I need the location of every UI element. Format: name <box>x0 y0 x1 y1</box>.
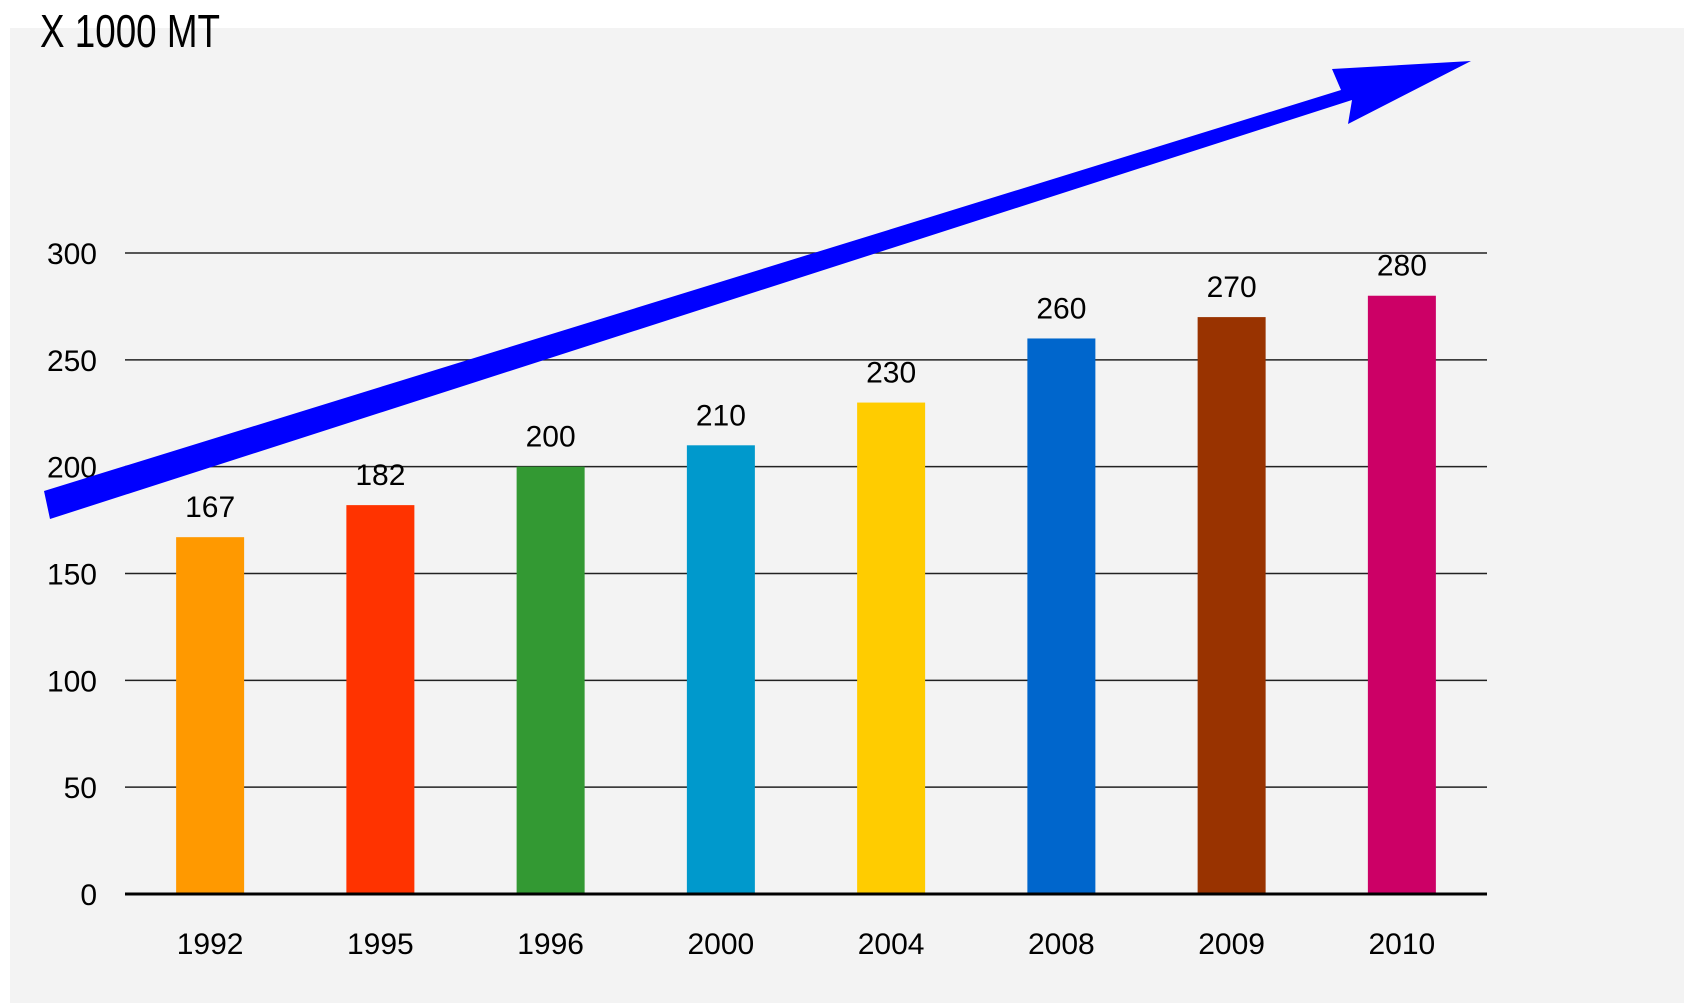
bar-1996 <box>516 466 585 894</box>
bar-2004 <box>857 402 926 894</box>
bar-1995 <box>346 505 415 894</box>
y-tick-label: 0 <box>80 879 97 912</box>
x-tick-label: 2004 <box>858 928 925 961</box>
y-tick-label: 150 <box>47 559 97 592</box>
y-tick-label: 250 <box>47 345 97 378</box>
x-tick-label: 1992 <box>177 928 244 961</box>
y-tick-label: 50 <box>64 772 97 805</box>
x-tick-label: 1996 <box>517 928 584 961</box>
bar-2009 <box>1197 317 1266 895</box>
data-label-2010: 280 <box>1377 250 1427 283</box>
x-tick-label: 2000 <box>688 928 755 961</box>
x-tick-label: 2009 <box>1198 928 1265 961</box>
data-label-2000: 210 <box>696 399 746 432</box>
data-labels: 167 182 200 210 230 260 270 280 <box>185 250 1427 524</box>
trend-arrow-group <box>44 61 1471 519</box>
bar-2010 <box>1367 295 1436 894</box>
x-tick-label: 2008 <box>1028 928 1095 961</box>
gridlines <box>125 252 1487 788</box>
data-label-1992: 167 <box>185 491 235 524</box>
unit-title: X 1000 MT <box>40 5 220 57</box>
data-label-2008: 260 <box>1036 292 1086 325</box>
data-label-2009: 270 <box>1207 271 1257 304</box>
x-tick-label: 2010 <box>1369 928 1436 961</box>
bars <box>176 295 1436 895</box>
bar-2008 <box>1027 338 1096 894</box>
data-label-1995: 182 <box>355 459 405 492</box>
trend-arrow <box>44 61 1471 519</box>
bar-1992 <box>176 537 245 894</box>
y-tick-label: 300 <box>47 238 97 271</box>
y-tick-label: 100 <box>47 665 97 698</box>
data-label-2004: 230 <box>866 357 916 390</box>
x-tick-label: 1995 <box>347 928 414 961</box>
data-label-1996: 200 <box>526 421 576 454</box>
bar-2000 <box>686 445 755 894</box>
axes: 0 50 100 150 200 250 300 1992 1995 1996 2000 2004 20… <box>47 238 1487 961</box>
